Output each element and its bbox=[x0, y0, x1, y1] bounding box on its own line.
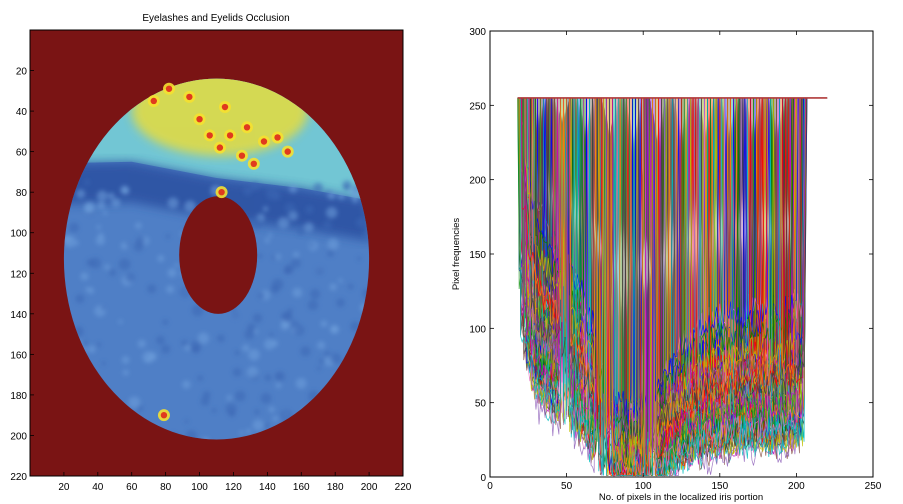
hotspot bbox=[250, 160, 257, 167]
y-tick-label: 250 bbox=[469, 101, 486, 112]
hotspot bbox=[218, 188, 225, 196]
line-x-axis-label: No. of pixels in the localized iris port… bbox=[599, 492, 763, 503]
heatmap-x-axis: 20 40 60 80 100 120 140 160 180 200 220 bbox=[58, 472, 412, 493]
y-tick-label: 160 bbox=[10, 350, 27, 361]
x-tick-label: 250 bbox=[865, 481, 882, 492]
data-series-line bbox=[517, 97, 828, 473]
hotspot bbox=[274, 134, 281, 141]
line-x-axis: 0 50 100 150 200 250 bbox=[487, 31, 882, 492]
x-tick-label: 180 bbox=[327, 482, 344, 493]
x-tick-label: 60 bbox=[126, 482, 138, 493]
x-tick-label: 100 bbox=[635, 481, 652, 492]
hotspot bbox=[165, 85, 173, 92]
hotspot bbox=[243, 124, 251, 131]
x-tick-label: 20 bbox=[58, 482, 70, 493]
pupil bbox=[179, 196, 258, 314]
hotspot bbox=[150, 97, 157, 105]
heatmap-title: Eyelashes and Eyelids Occlusion bbox=[142, 13, 289, 24]
hotspot bbox=[260, 138, 268, 145]
data-series-line bbox=[517, 97, 828, 477]
data-series-line bbox=[517, 97, 828, 477]
hotspot bbox=[160, 411, 168, 419]
y-tick-label: 40 bbox=[16, 107, 28, 118]
line-series-group bbox=[517, 97, 828, 477]
heatmap-frame bbox=[29, 29, 404, 477]
heatmap-y-axis: 20 40 60 80 100 120 140 160 180 200 220 bbox=[10, 67, 34, 483]
x-tick-label: 80 bbox=[160, 482, 172, 493]
x-tick-label: 150 bbox=[711, 481, 728, 492]
data-series-line bbox=[517, 97, 828, 476]
hotspot bbox=[221, 103, 229, 111]
hotspot bbox=[186, 93, 193, 101]
x-tick-label: 140 bbox=[259, 482, 276, 493]
y-tick-label: 200 bbox=[469, 176, 486, 187]
hotspot bbox=[238, 152, 246, 159]
y-tick-label: 20 bbox=[16, 67, 28, 78]
hotspot bbox=[196, 116, 203, 123]
y-tick-label: 150 bbox=[469, 250, 486, 261]
line-y-axis: 0 50 100 150 200 250 300 bbox=[469, 27, 873, 484]
y-tick-label: 200 bbox=[10, 431, 27, 442]
y-tick-label: 220 bbox=[10, 472, 27, 483]
x-tick-label: 50 bbox=[561, 481, 573, 492]
y-tick-label: 100 bbox=[469, 324, 486, 335]
line-chart: 0 50 100 150 200 250 0 50 100 150 200 250 300 No. o… bbox=[451, 27, 882, 503]
y-tick-label: 120 bbox=[10, 269, 27, 280]
x-tick-label: 0 bbox=[487, 481, 493, 492]
data-series-line bbox=[517, 97, 828, 439]
y-tick-label: 50 bbox=[475, 399, 487, 410]
y-tick-label: 60 bbox=[16, 148, 28, 159]
x-tick-label: 160 bbox=[293, 482, 310, 493]
y-tick-label: 140 bbox=[10, 310, 27, 321]
hotspot bbox=[216, 144, 224, 151]
y-tick-label: 0 bbox=[480, 473, 486, 484]
hotspot bbox=[206, 132, 213, 139]
y-tick-label: 300 bbox=[469, 27, 486, 38]
hotspot bbox=[226, 132, 234, 139]
x-tick-label: 220 bbox=[395, 482, 412, 493]
x-tick-label: 200 bbox=[788, 481, 805, 492]
heatmap-content bbox=[63, 78, 370, 440]
eyelash-band bbox=[131, 78, 309, 156]
y-tick-label: 80 bbox=[16, 188, 28, 199]
line-y-axis-label: Pixel frequencies bbox=[451, 218, 462, 291]
x-tick-label: 100 bbox=[191, 482, 208, 493]
heatmap-chart: Eyelashes and Eyelids Occlusion 20 40 60 80… bbox=[10, 13, 411, 493]
y-tick-label: 100 bbox=[10, 229, 27, 240]
y-tick-label: 180 bbox=[10, 391, 27, 402]
x-tick-label: 200 bbox=[361, 482, 378, 493]
x-tick-label: 40 bbox=[92, 482, 104, 493]
hotspot bbox=[284, 148, 291, 155]
x-tick-label: 120 bbox=[225, 482, 242, 493]
